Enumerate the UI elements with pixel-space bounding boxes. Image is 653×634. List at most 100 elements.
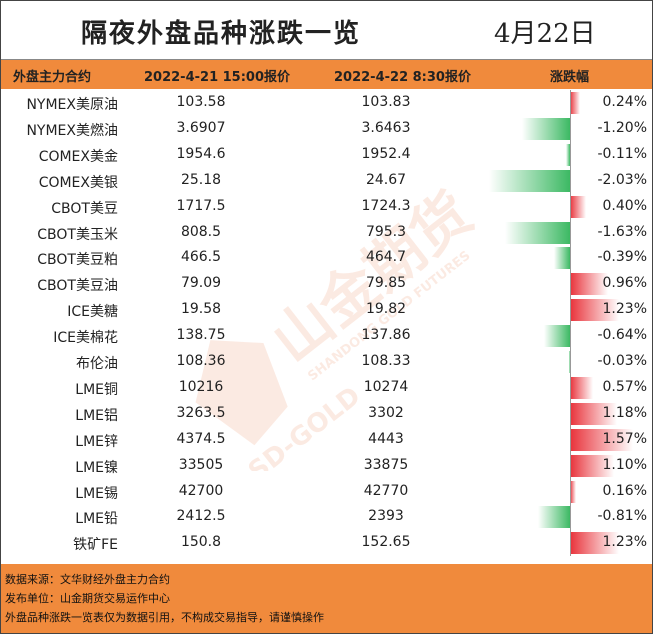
footer-disclaimer: 外盘品种涨跌一览表仅为数据引用，不构成交易指导，请谨慎操作: [5, 611, 324, 624]
price-open-0422: 152.65: [361, 534, 411, 551]
price-open-0422: 137.86: [361, 327, 411, 344]
price-open-0422: 103.83: [361, 94, 411, 110]
table-row: CBOT美豆粕 466.5 464.7 -0.39%: [1, 245, 652, 271]
change-bar: [570, 428, 633, 451]
change-percent: 1.10%: [602, 456, 647, 473]
table-row: LME铝 3263.5 3302 1.18%: [1, 401, 652, 427]
table-row: LME锡 42700 42770 0.16%: [1, 479, 652, 505]
price-open-0422: 2393: [368, 508, 404, 525]
change-bar: [570, 402, 618, 425]
price-open-0422: 3302: [368, 404, 404, 421]
table-row: 布伦油 108.36 108.33 -0.03%: [1, 349, 652, 375]
price-close-0421: 10216: [178, 378, 224, 395]
price-open-0422: 24.67: [365, 171, 407, 188]
table-row: LME锌 4374.5 4443 1.57%: [1, 427, 652, 453]
table-row: ICE美棉花 138.75 137.86 -0.64%: [1, 323, 652, 349]
price-close-0421: 2412.5: [176, 508, 226, 525]
change-percent: 1.23%: [602, 301, 647, 318]
contract-name: LME铜: [75, 381, 118, 398]
contract-name: ICE美糖: [67, 304, 118, 321]
contract-name: LME锌: [75, 433, 118, 450]
contract-name: CBOT美玉米: [37, 226, 118, 243]
watermark-logo: 山金期货 SHANDONG GOLD FUTURES SD-GOLD: [195, 179, 481, 471]
contract-name: COMEX美银: [38, 174, 118, 191]
price-open-0422: 4443: [368, 430, 404, 447]
price-open-0422: 10274: [363, 378, 409, 395]
change-bar: [570, 299, 620, 322]
change-bar: [554, 247, 570, 270]
price-close-0421: 79.09: [180, 275, 222, 292]
table-header: 外盘主力合约 2022-4-21 15:00报价 2022-4-22 8:30报…: [1, 60, 652, 89]
change-bar: [488, 169, 570, 192]
change-bar: [537, 506, 570, 529]
title-divider: [1, 59, 652, 60]
header-price2: 2022-4-22 8:30报价: [334, 70, 471, 85]
price-open-0422: 79.85: [365, 275, 407, 292]
price-open-0422: 1952.4: [361, 145, 411, 162]
change-percent: 0.57%: [602, 378, 647, 395]
contract-name: LME镍: [75, 459, 118, 476]
price-close-0421: 19.58: [180, 301, 222, 318]
header-change: 涨跌幅: [550, 70, 590, 85]
change-bar: [504, 221, 570, 244]
contract-name: CBOT美豆粕: [37, 252, 118, 269]
price-close-0421: 4374.5: [176, 430, 226, 447]
change-percent: -0.64%: [597, 327, 647, 344]
change-percent: -0.03%: [597, 353, 647, 369]
contract-name: LME铝: [75, 407, 118, 424]
change-percent: 0.16%: [602, 482, 647, 499]
table-row: COMEX美金 1954.6 1952.4 -0.11%: [1, 142, 652, 168]
price-close-0421: 108.36: [176, 353, 226, 369]
change-bar: [570, 376, 593, 399]
table-row: COMEX美银 25.18 24.67 -2.03%: [1, 168, 652, 194]
change-bar: [544, 325, 570, 348]
change-bar: [570, 532, 620, 555]
table-row: 铁矿FE 150.8 152.65 1.23%: [1, 530, 652, 556]
price-open-0422: 33875: [363, 456, 409, 473]
change-percent: -0.81%: [597, 508, 647, 525]
price-open-0422: 19.82: [365, 301, 407, 318]
price-close-0421: 103.58: [176, 94, 226, 110]
price-close-0421: 25.18: [180, 171, 222, 188]
change-percent: -1.20%: [597, 119, 647, 136]
table-row: LME镍 33505 33875 1.10%: [1, 453, 652, 479]
change-bar: [565, 143, 570, 166]
contract-name: 布伦油: [76, 356, 118, 372]
change-percent: -0.11%: [597, 145, 647, 162]
contract-name: 铁矿FE: [73, 537, 118, 554]
price-open-0422: 108.33: [361, 353, 411, 369]
header-price1: 2022-4-21 15:00报价: [144, 70, 291, 85]
price-close-0421: 3263.5: [176, 404, 226, 421]
price-close-0421: 42700: [178, 482, 224, 499]
change-bar: [570, 273, 609, 296]
table-row: ICE美糖 19.58 19.82 1.23%: [1, 297, 652, 323]
change-percent: 0.24%: [602, 94, 647, 110]
change-percent: 0.96%: [602, 275, 647, 292]
footer-source: 数据来源：文华财经外盘主力合约: [5, 573, 170, 586]
change-bar: [568, 351, 570, 373]
price-open-0422: 42770: [363, 482, 409, 499]
contract-name: CBOT美豆: [51, 200, 118, 217]
table-row: LME铅 2412.5 2393 -0.81%: [1, 504, 652, 530]
change-percent: 1.57%: [602, 430, 647, 447]
price-open-0422: 795.3: [365, 223, 407, 240]
contract-name: NYMEX美燃油: [26, 122, 118, 139]
change-bar: [570, 195, 586, 218]
change-percent: -2.03%: [597, 171, 647, 188]
contract-name: LME锡: [75, 485, 118, 502]
price-close-0421: 466.5: [180, 249, 222, 266]
table-row: NYMEX美原油 103.58 103.83 0.24%: [1, 90, 652, 116]
table-row: NYMEX美燃油 3.6907 3.6463 -1.20%: [1, 116, 652, 142]
change-percent: 1.18%: [602, 404, 647, 421]
price-open-0422: 464.7: [365, 249, 407, 266]
contract-name: ICE美棉花: [53, 330, 118, 347]
change-percent: 0.40%: [602, 197, 647, 214]
change-bar: [570, 454, 614, 477]
contract-name: LME铅: [75, 511, 118, 528]
change-bar: [570, 480, 577, 503]
price-open-0422: 3.6463: [361, 119, 411, 136]
chart-title: 隔夜外盘品种涨跌一览: [81, 19, 362, 49]
table-row: CBOT美玉米 808.5 795.3 -1.63%: [1, 220, 652, 246]
change-percent: -0.39%: [597, 249, 647, 266]
